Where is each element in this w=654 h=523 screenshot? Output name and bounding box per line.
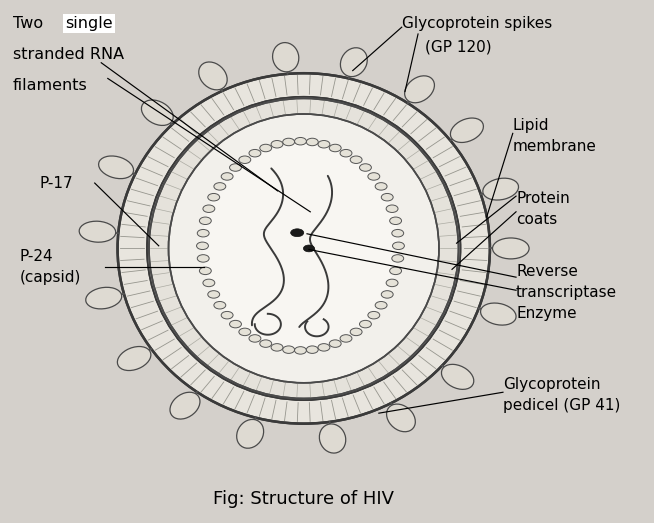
Text: P-17: P-17 — [39, 176, 73, 190]
Ellipse shape — [141, 100, 173, 126]
Text: filaments: filaments — [13, 78, 88, 94]
Text: Glycoprotein: Glycoprotein — [503, 377, 600, 392]
Ellipse shape — [375, 183, 387, 190]
Ellipse shape — [237, 419, 264, 448]
Ellipse shape — [375, 301, 387, 309]
Ellipse shape — [306, 346, 318, 354]
Text: stranded RNA: stranded RNA — [13, 47, 124, 62]
Ellipse shape — [249, 335, 261, 342]
Ellipse shape — [260, 340, 271, 347]
Ellipse shape — [147, 97, 460, 400]
Ellipse shape — [149, 98, 458, 399]
Ellipse shape — [441, 365, 473, 389]
Ellipse shape — [283, 138, 294, 146]
Ellipse shape — [230, 321, 241, 328]
Ellipse shape — [199, 267, 211, 275]
Ellipse shape — [271, 344, 283, 351]
Ellipse shape — [117, 347, 151, 370]
Ellipse shape — [271, 141, 283, 148]
Ellipse shape — [360, 164, 371, 171]
Ellipse shape — [405, 76, 434, 103]
Ellipse shape — [199, 62, 227, 90]
Ellipse shape — [199, 217, 211, 224]
Ellipse shape — [203, 205, 215, 212]
Ellipse shape — [249, 150, 261, 157]
Ellipse shape — [329, 144, 341, 152]
Ellipse shape — [203, 141, 398, 350]
Ellipse shape — [481, 303, 516, 325]
Ellipse shape — [203, 279, 215, 287]
Text: single: single — [65, 16, 113, 31]
Text: Two: Two — [13, 16, 48, 31]
Ellipse shape — [290, 229, 303, 236]
Text: transcriptase: transcriptase — [516, 286, 617, 300]
Text: P-24: P-24 — [20, 249, 53, 264]
Text: Reverse: Reverse — [516, 265, 578, 279]
Ellipse shape — [239, 328, 250, 336]
Ellipse shape — [221, 173, 233, 180]
Ellipse shape — [99, 156, 133, 179]
Ellipse shape — [319, 424, 346, 453]
Ellipse shape — [492, 238, 529, 259]
Ellipse shape — [260, 144, 271, 152]
Ellipse shape — [79, 221, 116, 242]
Ellipse shape — [318, 141, 330, 148]
Ellipse shape — [368, 173, 380, 180]
Ellipse shape — [214, 183, 226, 190]
Ellipse shape — [368, 311, 380, 319]
Ellipse shape — [306, 138, 318, 146]
Ellipse shape — [381, 194, 393, 201]
Ellipse shape — [386, 205, 398, 212]
Ellipse shape — [221, 311, 233, 319]
Text: Enzyme: Enzyme — [516, 306, 577, 321]
Ellipse shape — [340, 150, 352, 157]
Ellipse shape — [318, 344, 330, 351]
Ellipse shape — [294, 138, 307, 145]
Ellipse shape — [170, 392, 200, 419]
Ellipse shape — [294, 347, 307, 354]
Text: Lipid: Lipid — [513, 118, 549, 133]
Ellipse shape — [340, 335, 352, 342]
Ellipse shape — [390, 267, 402, 275]
Ellipse shape — [303, 245, 315, 252]
Ellipse shape — [392, 242, 404, 249]
Text: pedicel (GP 41): pedicel (GP 41) — [503, 398, 621, 413]
Ellipse shape — [350, 328, 362, 336]
Text: Glycoprotein spikes: Glycoprotein spikes — [402, 16, 552, 31]
Text: membrane: membrane — [513, 139, 596, 154]
Ellipse shape — [381, 291, 393, 298]
Ellipse shape — [392, 230, 404, 237]
Ellipse shape — [451, 118, 483, 142]
Ellipse shape — [214, 301, 226, 309]
Ellipse shape — [197, 242, 209, 249]
Ellipse shape — [118, 73, 490, 424]
Ellipse shape — [340, 48, 368, 76]
Ellipse shape — [198, 230, 209, 237]
Ellipse shape — [386, 279, 398, 287]
Ellipse shape — [208, 291, 220, 298]
Ellipse shape — [283, 346, 294, 354]
Text: coats: coats — [516, 212, 557, 227]
Ellipse shape — [329, 340, 341, 347]
Ellipse shape — [208, 194, 220, 201]
Ellipse shape — [230, 164, 241, 171]
Ellipse shape — [86, 287, 122, 309]
Text: Fig: Structure of HIV: Fig: Structure of HIV — [213, 491, 394, 508]
Ellipse shape — [387, 404, 415, 431]
Text: (GP 120): (GP 120) — [424, 39, 491, 54]
Ellipse shape — [390, 217, 402, 224]
Ellipse shape — [392, 255, 404, 262]
Ellipse shape — [239, 156, 250, 164]
Ellipse shape — [118, 73, 490, 424]
Ellipse shape — [273, 42, 299, 72]
Ellipse shape — [198, 255, 209, 262]
Ellipse shape — [360, 321, 371, 328]
Text: Protein: Protein — [516, 191, 570, 206]
Text: (capsid): (capsid) — [20, 270, 81, 285]
Ellipse shape — [169, 114, 439, 383]
Ellipse shape — [350, 156, 362, 164]
Ellipse shape — [483, 178, 519, 200]
